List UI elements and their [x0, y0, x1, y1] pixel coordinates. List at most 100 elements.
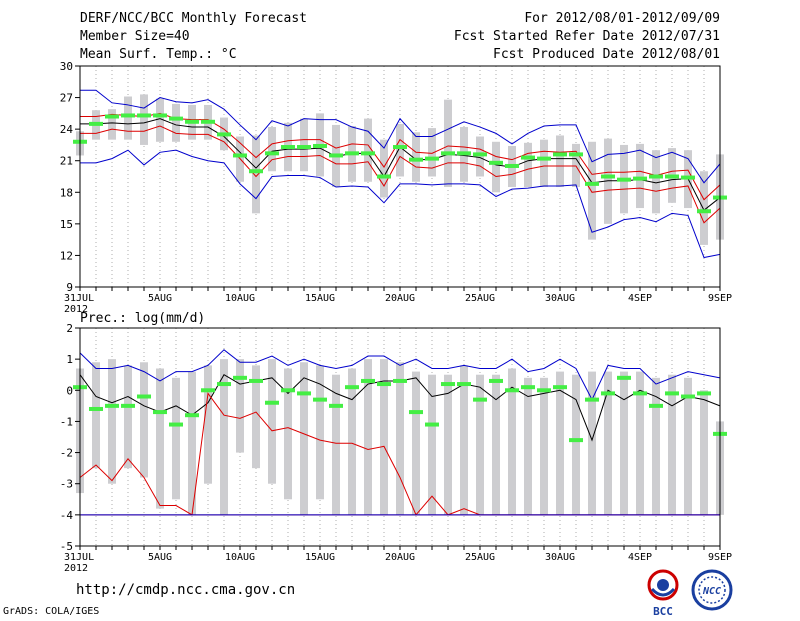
- temp-line-max: [80, 89, 721, 184]
- prec-observed-day-10: [233, 375, 247, 380]
- temp-xtick-label: 20AUG: [385, 293, 415, 304]
- temp-observed-day-28: [521, 155, 535, 160]
- prec-ytick-label: -1: [60, 415, 73, 428]
- temp-ytick-label: 12: [60, 249, 73, 262]
- prec-ytick-label: 1: [66, 353, 73, 366]
- temp-observed-day-9: [217, 132, 231, 137]
- prec-box-day-23: [444, 374, 452, 515]
- temp-observed-day-20: [393, 145, 407, 150]
- logos: BCC NCC: [647, 569, 733, 618]
- temp-box-day-23: [444, 99, 452, 188]
- prec-box-day-3: [124, 365, 132, 469]
- prec-box-day-6: [172, 377, 180, 500]
- prec-observed-day-14: [297, 391, 311, 396]
- temp-observed-day-26: [489, 160, 503, 165]
- forecast-started-date: Fcst Started Refer Date 2012/07/31: [453, 29, 720, 44]
- temp-observed-day-5: [153, 113, 167, 118]
- temp-ytick-label: 15: [60, 218, 73, 231]
- prec-xtick-label: 10AUG: [225, 552, 255, 563]
- temp-box-day-35: [636, 143, 644, 209]
- temp-observed-day-12: [265, 151, 279, 156]
- temp-box-day-30: [556, 135, 564, 188]
- source-url[interactable]: http://cmdp.ncc.cma.gov.cn: [76, 582, 296, 598]
- temp-box-day-2: [108, 109, 116, 140]
- temp-observed-day-35: [633, 176, 647, 181]
- prec-box-day-11: [252, 365, 260, 469]
- prec-observed-day-26: [489, 378, 503, 383]
- prec-observed-day-32: [585, 397, 599, 402]
- prec-observed-day-17: [345, 385, 359, 390]
- prec-ytick-label: -3: [60, 478, 73, 491]
- prec-box-day-32: [588, 371, 596, 515]
- prec-box-day-9: [220, 359, 228, 515]
- temp-ytick-label: 21: [60, 155, 73, 168]
- prec-box-day-17: [348, 368, 356, 515]
- prec-observed-day-21: [409, 410, 423, 415]
- temp-xtick-label: 2012: [64, 304, 88, 315]
- temp-observed-day-15: [313, 143, 327, 148]
- temp-observed-day-38: [681, 175, 695, 180]
- prec-xtick-label: 20AUG: [385, 552, 415, 563]
- temp-ytick-label: 27: [60, 92, 73, 105]
- temp-observed-day-32: [585, 181, 599, 186]
- prec-box-day-4: [140, 362, 148, 478]
- temp-box-day-20: [396, 123, 404, 177]
- prec-box-day-33: [604, 371, 612, 515]
- prec-observed-day-38: [681, 394, 695, 399]
- forecast-produced-date: Fcst Produced Date 2012/08/01: [493, 47, 720, 62]
- temp-observed-day-13: [281, 145, 295, 150]
- temp-line-min: [80, 149, 721, 259]
- temp-box-day-39: [700, 171, 708, 245]
- prec-ytick-label: 2: [66, 322, 73, 335]
- temp-box-day-18: [364, 118, 372, 182]
- prec-observed-day-11: [249, 378, 263, 383]
- temp-observed-day-4: [137, 113, 151, 118]
- prec-box-day-22: [428, 374, 436, 515]
- prec-ytick-label: -5: [60, 540, 73, 553]
- prec-box-day-27: [508, 368, 516, 515]
- temp-xtick-label: 10AUG: [225, 293, 255, 304]
- prec-observed-day-23: [441, 382, 455, 387]
- temp-line-lower: [80, 125, 721, 224]
- member-size: Member Size=40: [80, 29, 190, 44]
- temp-box-day-26: [492, 141, 500, 193]
- prec-box-day-30: [556, 371, 564, 515]
- temp-observed-day-8: [201, 119, 215, 124]
- prec-box-day-36: [652, 377, 660, 515]
- temp-box-day-22: [428, 128, 436, 177]
- prec-observed-day-36: [649, 403, 663, 408]
- temp-observed-day-3: [121, 113, 135, 118]
- chart-title: DERF/NCC/BCC Monthly Forecast: [80, 11, 307, 26]
- temp-xtick-label: 31JUL: [64, 293, 94, 304]
- temp-xtick-label: 4SEP: [628, 293, 652, 304]
- temp-box-day-36: [652, 150, 660, 214]
- forecast-period: For 2012/08/01-2012/09/09: [524, 11, 720, 26]
- prec-box-day-13: [284, 368, 292, 500]
- temp-box-day-28: [524, 142, 532, 188]
- temp-observed-day-37: [665, 174, 679, 179]
- temp-box-day-25: [476, 136, 484, 177]
- prec-box-day-37: [668, 374, 676, 515]
- temp-observed-day-36: [649, 174, 663, 179]
- prec-box-day-25: [476, 374, 484, 515]
- prec-xtick-label: 2012: [64, 563, 88, 574]
- prec-observed-day-29: [537, 388, 551, 393]
- prec-observed-day-35: [633, 391, 647, 396]
- bcc-logo: BCC: [647, 569, 679, 618]
- prec-xtick-label: 30AUG: [545, 552, 575, 563]
- prec-box-day-38: [684, 377, 692, 515]
- prec-observed-day-7: [185, 413, 199, 418]
- prec-xtick-label: 25AUG: [465, 552, 495, 563]
- prec-box-day-35: [636, 371, 644, 515]
- temp-xtick-label: 25AUG: [465, 293, 495, 304]
- temp-box-day-19: [380, 139, 388, 198]
- temp-box-day-14: [300, 118, 308, 172]
- prec-observed-day-5: [153, 410, 167, 415]
- temp-box-day-33: [604, 138, 612, 224]
- temp-box-day-6: [172, 103, 180, 142]
- temp-box-day-32: [588, 141, 596, 240]
- prec-ytick-label: 0: [66, 384, 73, 397]
- prec-observed-day-37: [665, 391, 679, 396]
- temp-box-day-11: [252, 135, 260, 214]
